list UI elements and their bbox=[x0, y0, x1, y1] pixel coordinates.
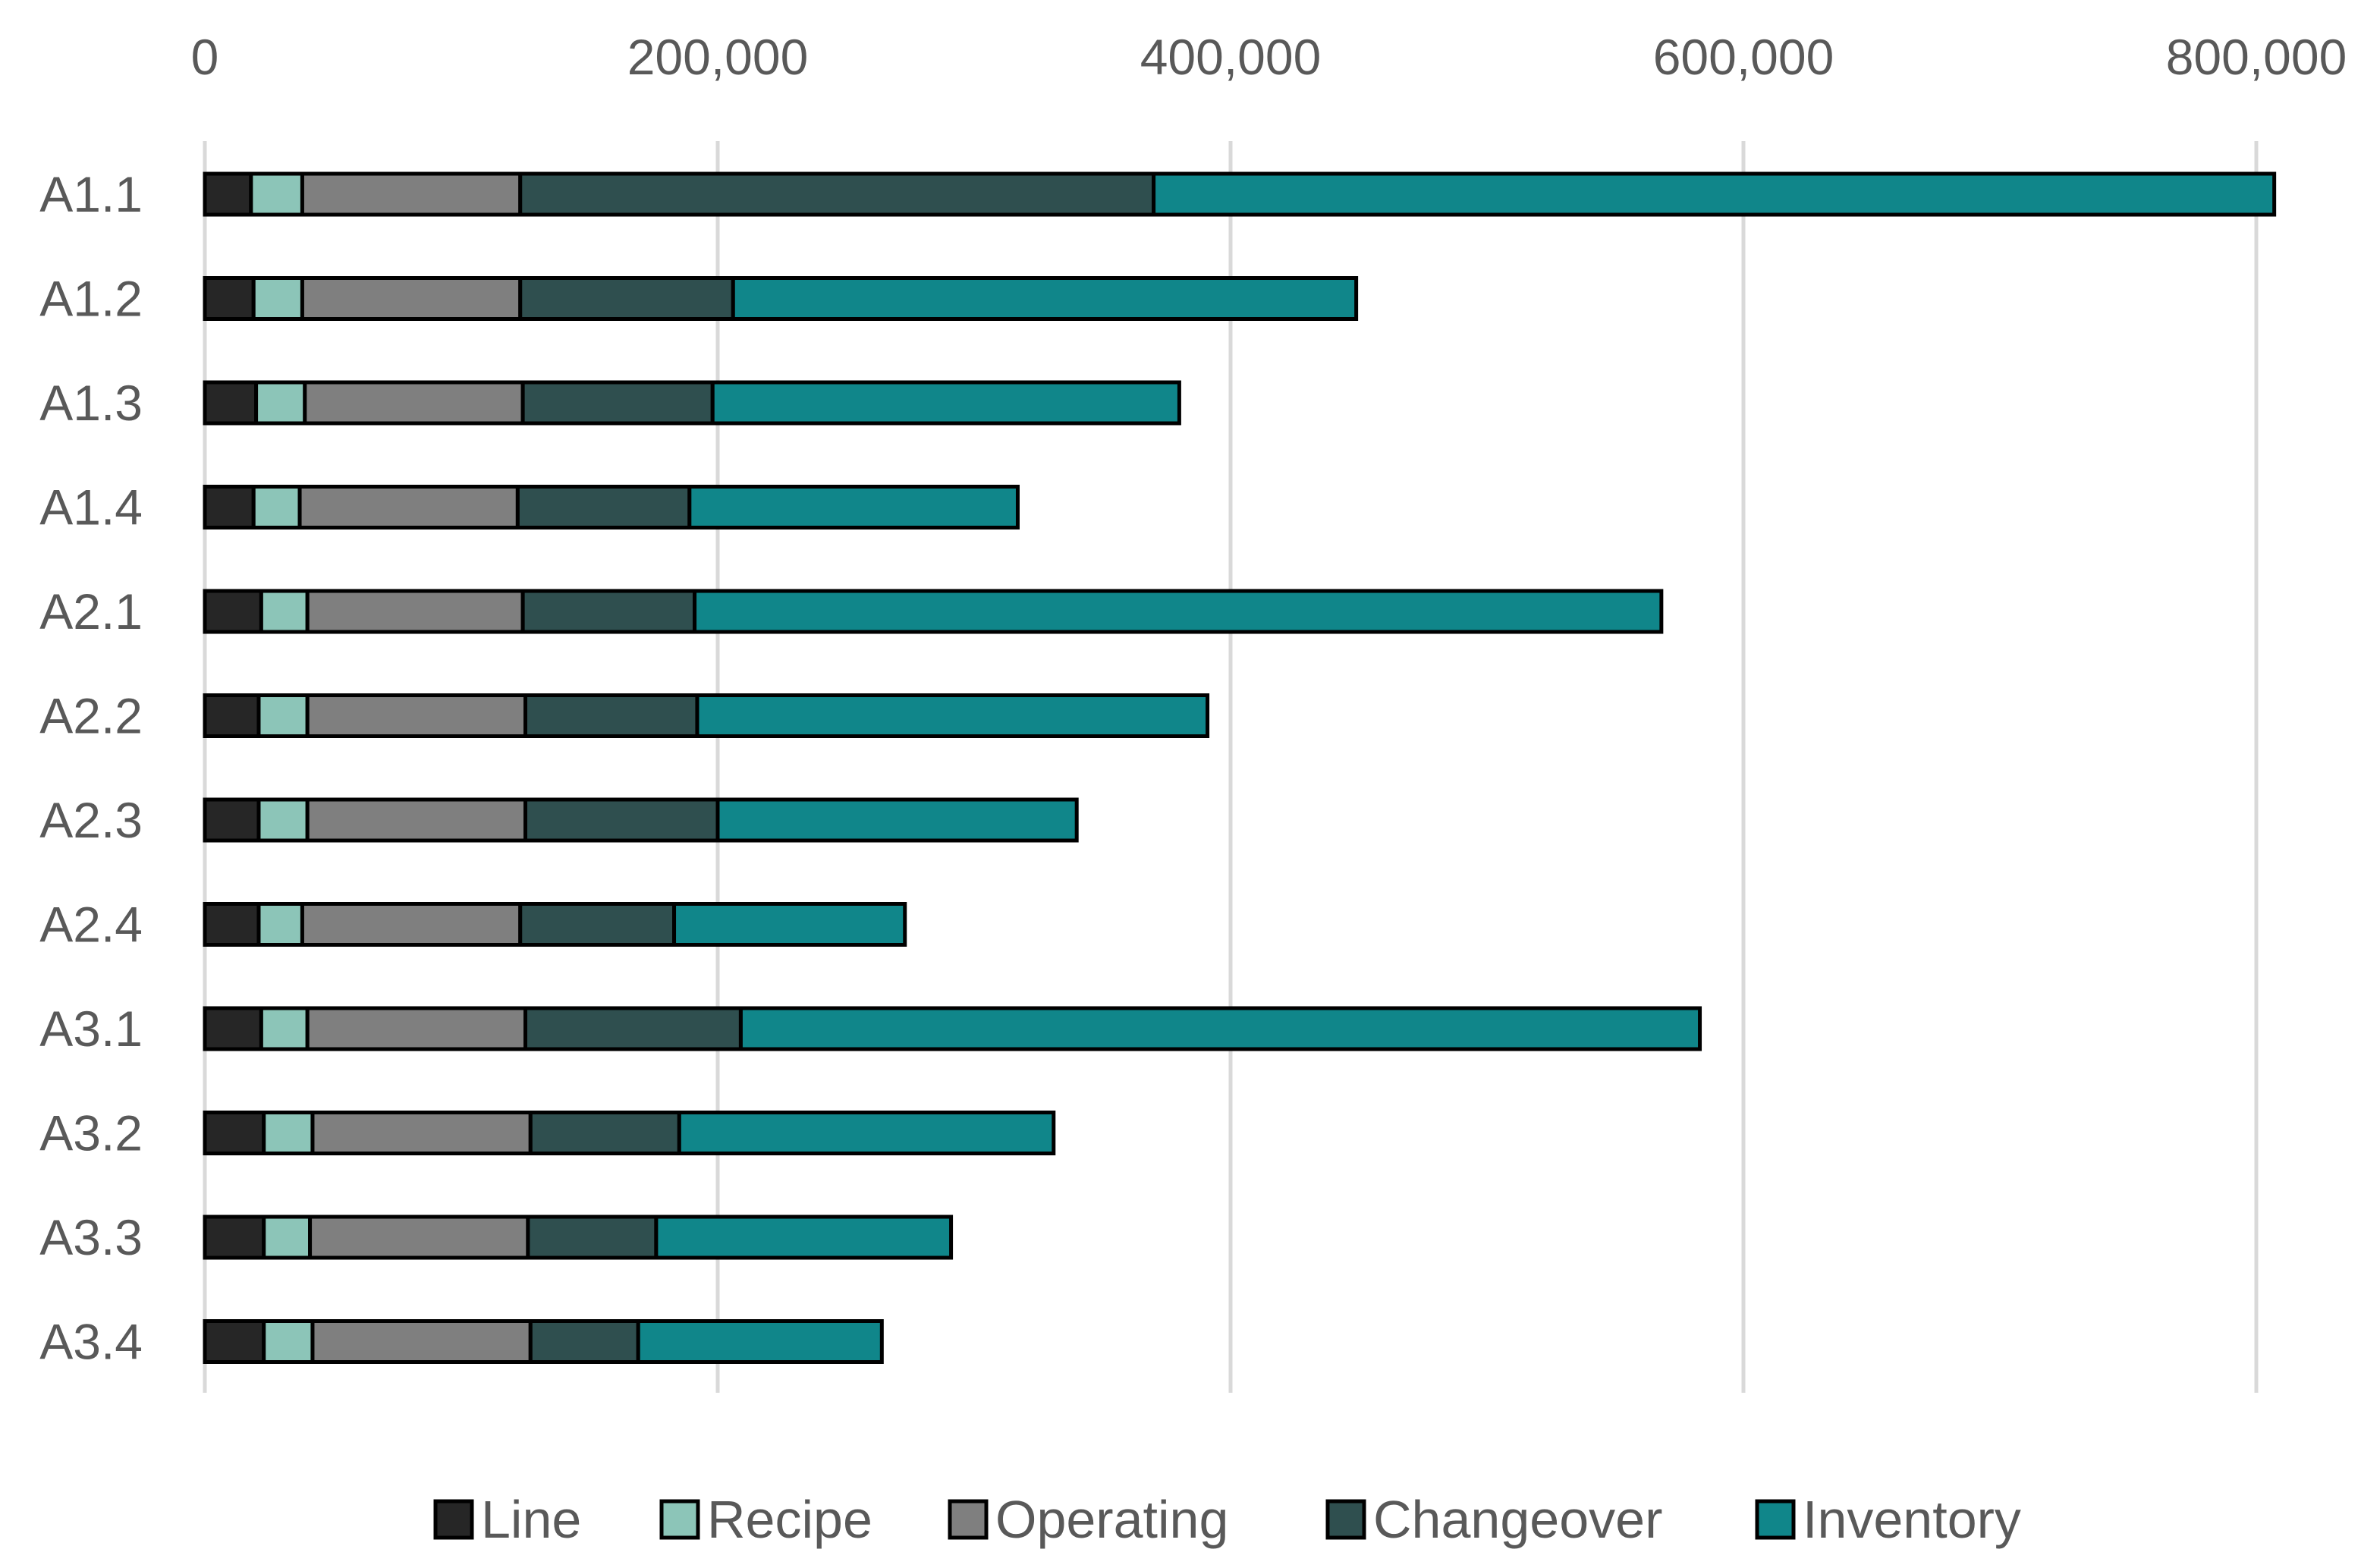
category-label: A2.4 bbox=[39, 897, 143, 953]
bar-segment-line bbox=[203, 276, 256, 321]
bar-segment-recipe bbox=[262, 1319, 315, 1364]
legend-label: Changeover bbox=[1373, 1490, 1662, 1549]
bar-segment-operating bbox=[297, 485, 520, 529]
x-tick-label: 800,000 bbox=[2166, 29, 2347, 85]
category-label: A2.3 bbox=[39, 792, 143, 848]
bar-segment-inventory bbox=[636, 1319, 884, 1364]
legend-swatch-operating bbox=[948, 1499, 989, 1540]
bar-segment-operating bbox=[300, 902, 523, 947]
bar-segment-changeover bbox=[528, 1111, 681, 1155]
bar-segment-inventory bbox=[687, 485, 1020, 529]
bar-segment-recipe bbox=[251, 485, 302, 529]
legend: Line Recipe Operating Changeover Inventory bbox=[433, 1490, 2021, 1549]
bar-segment-operating bbox=[305, 797, 527, 843]
bar-segment-inventory bbox=[693, 589, 1664, 634]
bar-segment-changeover bbox=[520, 380, 715, 426]
bar-segment-inventory bbox=[1152, 171, 2277, 217]
legend-swatch-inventory bbox=[1755, 1499, 1796, 1540]
category-label: A1.3 bbox=[39, 375, 143, 431]
bar-segment-recipe bbox=[251, 276, 304, 321]
category-label: A3.2 bbox=[39, 1105, 143, 1161]
bar-segment-line bbox=[203, 380, 259, 426]
bar-segment-line bbox=[203, 1111, 266, 1155]
category-label: A2.1 bbox=[39, 583, 143, 639]
bar-segment-operating bbox=[305, 589, 525, 634]
category-label: A3.1 bbox=[39, 1001, 143, 1057]
bar-segment-line bbox=[203, 171, 253, 217]
bar-segment-recipe bbox=[249, 171, 304, 217]
bar-segment-inventory bbox=[710, 380, 1181, 426]
bar-segment-recipe bbox=[254, 380, 307, 426]
bar-segment-changeover bbox=[518, 171, 1156, 217]
bar-segment-line bbox=[203, 485, 256, 529]
category-label: A1.2 bbox=[39, 271, 143, 327]
bar-segment-operating bbox=[305, 693, 527, 738]
legend-label: Inventory bbox=[1803, 1490, 2021, 1549]
bar-segment-line bbox=[203, 589, 263, 634]
bar-segment-operating bbox=[300, 171, 523, 217]
bar-segment-changeover bbox=[520, 589, 697, 634]
bar-segment-line bbox=[203, 1006, 263, 1051]
axes: 0 200,000 400,000 600,000 800,000 A1.1 A1.2 A1.… bbox=[39, 29, 2347, 1370]
bar-segment-operating bbox=[303, 380, 525, 426]
x-tick-label: 600,000 bbox=[1653, 29, 1834, 85]
bar-segment-operating bbox=[305, 1006, 527, 1051]
bars bbox=[203, 171, 2277, 1364]
legend-label: Operating bbox=[995, 1490, 1228, 1549]
legend-swatch-line bbox=[433, 1499, 474, 1540]
category-label: A3.4 bbox=[39, 1314, 143, 1370]
bar-segment-inventory bbox=[695, 693, 1210, 738]
bar-segment-inventory bbox=[738, 1006, 1702, 1051]
bar-segment-recipe bbox=[256, 693, 310, 738]
bar-segment-inventory bbox=[731, 276, 1359, 321]
x-tick-label: 200,000 bbox=[627, 29, 809, 85]
bar-segment-line bbox=[203, 1319, 266, 1364]
bar-segment-recipe bbox=[256, 902, 304, 947]
bar-segment-inventory bbox=[715, 797, 1079, 843]
bar-segment-line bbox=[203, 902, 261, 947]
bar-segment-changeover bbox=[523, 693, 699, 738]
x-tick-label: 0 bbox=[191, 29, 219, 85]
bar-segment-operating bbox=[300, 276, 523, 321]
x-tick-label: 400,000 bbox=[1140, 29, 1322, 85]
category-label: A2.2 bbox=[39, 688, 143, 744]
bar-segment-recipe bbox=[262, 1214, 313, 1260]
bar-segment-changeover bbox=[518, 276, 735, 321]
bar-segment-operating bbox=[308, 1214, 530, 1260]
bar-segment-recipe bbox=[259, 589, 310, 634]
category-label: A1.4 bbox=[39, 479, 143, 536]
bar-segment-recipe bbox=[256, 797, 310, 843]
bar-segment-recipe bbox=[262, 1111, 315, 1155]
bar-segment-line bbox=[203, 1214, 266, 1260]
legend-swatch-changeover bbox=[1325, 1499, 1366, 1540]
legend-swatch-recipe bbox=[659, 1499, 700, 1540]
bar-segment-inventory bbox=[672, 902, 907, 947]
bar-segment-changeover bbox=[523, 1006, 743, 1051]
bar-segment-changeover bbox=[515, 485, 692, 529]
gridlines bbox=[203, 141, 2259, 1393]
bar-segment-recipe bbox=[259, 1006, 310, 1051]
legend-label: Recipe bbox=[707, 1490, 872, 1549]
bar-segment-inventory bbox=[654, 1214, 954, 1260]
category-label: A1.1 bbox=[39, 166, 143, 222]
bar-segment-changeover bbox=[518, 902, 677, 947]
bar-segment-operating bbox=[310, 1111, 533, 1155]
category-label: A3.3 bbox=[39, 1209, 143, 1265]
bar-segment-changeover bbox=[523, 797, 720, 843]
bar-segment-operating bbox=[310, 1319, 533, 1364]
bar-segment-changeover bbox=[526, 1214, 659, 1260]
bar-segment-inventory bbox=[677, 1111, 1056, 1155]
bar-segment-changeover bbox=[528, 1319, 640, 1364]
bar-segment-line bbox=[203, 693, 261, 738]
legend-label: Line bbox=[481, 1490, 581, 1549]
bar-segment-line bbox=[203, 797, 261, 843]
